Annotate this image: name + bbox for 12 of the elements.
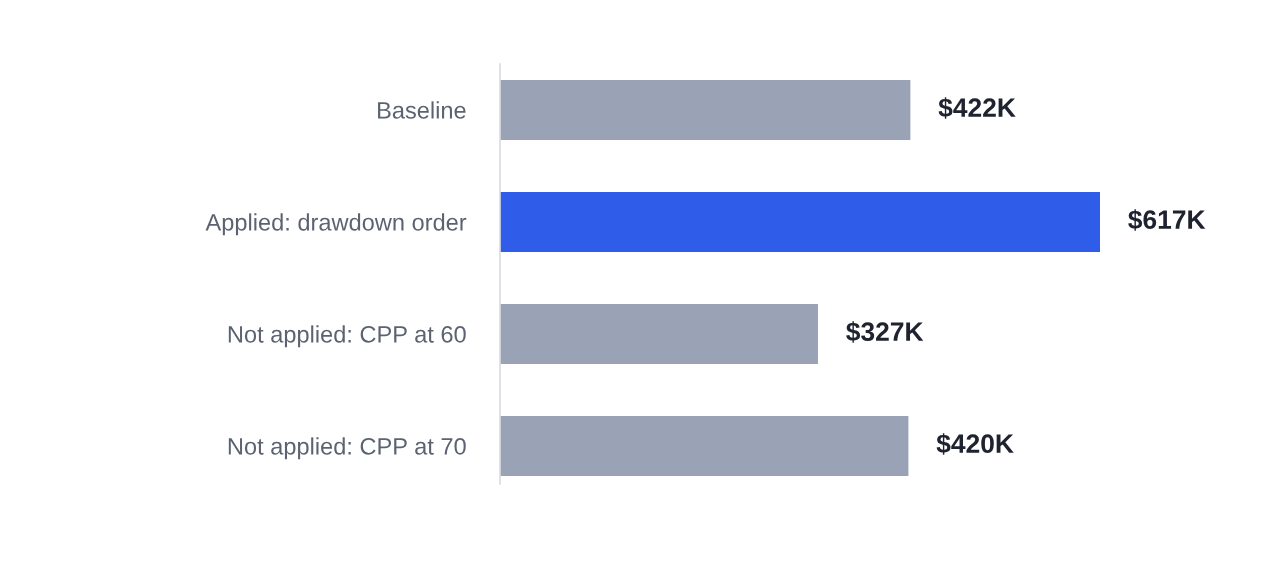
data-label: $327K (846, 321, 924, 343)
data-label: $617K (1128, 209, 1206, 231)
bar (500, 79, 911, 140)
y-tick-label: Baseline (378, 101, 466, 119)
y-tick-label: Not applied: CPP at 70 (228, 437, 466, 460)
data-label: $422K (938, 97, 1016, 119)
y-tick-label: Applied: drawdown order (205, 213, 467, 236)
data-label: $420K (936, 433, 1014, 455)
bar (500, 415, 909, 476)
y-tick-label: Not applied: CPP at 60 (228, 325, 466, 348)
bar (500, 191, 1100, 252)
bar (500, 303, 818, 364)
